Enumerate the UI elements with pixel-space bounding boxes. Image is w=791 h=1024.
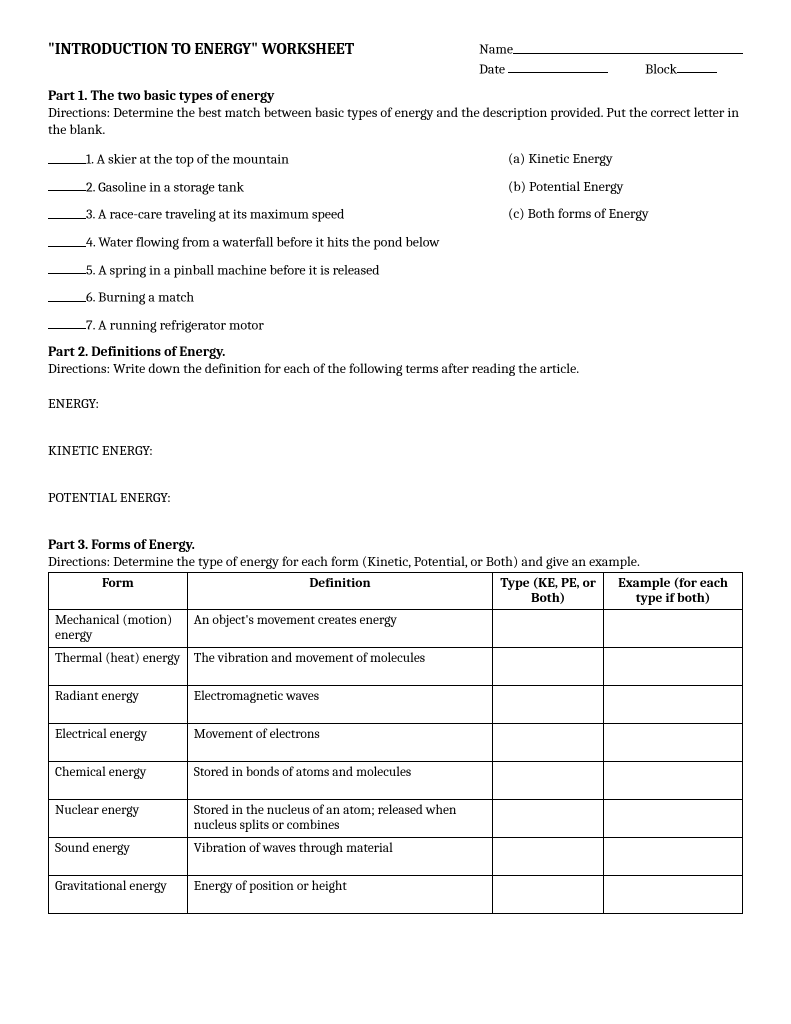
date-blank[interactable]: [508, 60, 608, 74]
block-blank[interactable]: [677, 60, 717, 74]
cell-type[interactable]: [493, 686, 604, 724]
block-label: Block: [645, 60, 677, 77]
question-row: 3. A race-care traveling at its maximum …: [48, 205, 743, 223]
cell-def: The vibration and movement of molecules: [187, 648, 492, 686]
option-text: (b) Potential Energy: [508, 178, 743, 196]
cell-form: Gravitational energy: [49, 876, 188, 914]
cell-def: Vibration of waves through material: [187, 838, 492, 876]
answer-blank[interactable]: [48, 205, 86, 219]
date-label: Date: [479, 60, 505, 77]
answer-blank[interactable]: [48, 261, 86, 275]
table-row: Electrical energyMovement of electrons: [49, 724, 743, 762]
name-label: Name: [479, 41, 513, 58]
cell-def: Energy of position or height: [187, 876, 492, 914]
name-line: Name: [479, 40, 743, 58]
part1-directions: Directions: Determine the best match bet…: [48, 104, 743, 138]
cell-form: Mechanical (motion) energy: [49, 610, 188, 648]
answer-blank[interactable]: [48, 178, 86, 192]
option-text: (c) Both forms of Energy: [508, 205, 743, 223]
question-text: 2. Gasoline in a storage tank: [86, 178, 244, 195]
table-header-row: Form Definition Type (KE, PE, or Both) E…: [49, 573, 743, 610]
answer-blank[interactable]: [48, 150, 86, 164]
cell-form: Sound energy: [49, 838, 188, 876]
cell-def: Electromagnetic waves: [187, 686, 492, 724]
cell-example[interactable]: [604, 610, 743, 648]
term-kinetic: KINETIC ENERGY:: [48, 442, 743, 459]
answer-blank[interactable]: [48, 233, 86, 247]
question-text: 4. Water flowing from a waterfall before…: [86, 234, 439, 251]
cell-def: Stored in bonds of atoms and molecules: [187, 762, 492, 800]
table-row: Mechanical (motion) energyAn object's mo…: [49, 610, 743, 648]
cell-type[interactable]: [493, 762, 604, 800]
cell-example[interactable]: [604, 762, 743, 800]
question-row: 2. Gasoline in a storage tank (b) Potent…: [48, 178, 743, 196]
table-row: Chemical energy Stored in bonds of atoms…: [49, 762, 743, 800]
part1-title: Part 1. The two basic types of energy: [48, 87, 743, 104]
col-form: Form: [49, 573, 188, 610]
cell-type[interactable]: [493, 610, 604, 648]
table-row: Gravitational energyEnergy of position o…: [49, 876, 743, 914]
question-text: 3. A race-care traveling at its maximum …: [86, 206, 344, 223]
cell-type[interactable]: [493, 800, 604, 838]
cell-form: Electrical energy: [49, 724, 188, 762]
question-row: 4. Water flowing from a waterfall before…: [48, 233, 743, 251]
date-line: Date Block: [479, 60, 743, 78]
cell-def: Movement of electrons: [187, 724, 492, 762]
part3-title: Part 3. Forms of Energy.: [48, 536, 743, 553]
header: "INTRODUCTION TO ENERGY" WORKSHEET Name …: [48, 40, 743, 79]
cell-example[interactable]: [604, 724, 743, 762]
part2-directions: Directions: Write down the definition fo…: [48, 360, 743, 377]
option-text: (a) Kinetic Energy: [508, 150, 743, 168]
cell-example[interactable]: [604, 648, 743, 686]
answer-blank[interactable]: [48, 316, 86, 330]
term-energy: ENERGY:: [48, 395, 743, 412]
cell-type[interactable]: [493, 838, 604, 876]
question-text: 7. A running refrigerator motor: [86, 316, 264, 333]
col-type: Type (KE, PE, or Both): [493, 573, 604, 610]
cell-form: Radiant energy: [49, 686, 188, 724]
name-date-block: Name Date Block: [479, 40, 743, 79]
question-text: 6. Burning a match: [86, 289, 194, 306]
answer-blank[interactable]: [48, 288, 86, 302]
cell-type[interactable]: [493, 876, 604, 914]
cell-form: Nuclear energy: [49, 800, 188, 838]
cell-def: An object's movement creates energy: [187, 610, 492, 648]
part3-directions: Directions: Determine the type of energy…: [48, 553, 743, 570]
term-potential: POTENTIAL ENERGY:: [48, 489, 743, 506]
question-row: 1. A skier at the top of the mountain (a…: [48, 150, 743, 168]
forms-table: Form Definition Type (KE, PE, or Both) E…: [48, 572, 743, 914]
cell-example[interactable]: [604, 686, 743, 724]
question-text: 5. A spring in a pinball machine before …: [86, 261, 380, 278]
cell-type[interactable]: [493, 648, 604, 686]
part2-title: Part 2. Definitions of Energy.: [48, 343, 743, 360]
cell-form: Chemical energy: [49, 762, 188, 800]
table-row: Radiant energyElectromagnetic waves: [49, 686, 743, 724]
col-definition: Definition: [187, 573, 492, 610]
question-row: 6. Burning a match: [48, 288, 743, 306]
cell-type[interactable]: [493, 724, 604, 762]
cell-form: Thermal (heat) energy: [49, 648, 188, 686]
question-row: 7. A running refrigerator motor: [48, 316, 743, 334]
cell-example[interactable]: [604, 838, 743, 876]
cell-example[interactable]: [604, 876, 743, 914]
question-text: 1. A skier at the top of the mountain: [86, 151, 289, 168]
cell-def: Stored in the nucleus of an atom; releas…: [187, 800, 492, 838]
table-row: Nuclear energyStored in the nucleus of a…: [49, 800, 743, 838]
table-row: Sound energyVibration of waves through m…: [49, 838, 743, 876]
col-example: Example (for each type if both): [604, 573, 743, 610]
name-blank[interactable]: [513, 40, 743, 54]
question-row: 5. A spring in a pinball machine before …: [48, 261, 743, 279]
table-row: Thermal (heat) energyThe vibration and m…: [49, 648, 743, 686]
worksheet-title: "INTRODUCTION TO ENERGY" WORKSHEET: [48, 40, 354, 58]
cell-example[interactable]: [604, 800, 743, 838]
